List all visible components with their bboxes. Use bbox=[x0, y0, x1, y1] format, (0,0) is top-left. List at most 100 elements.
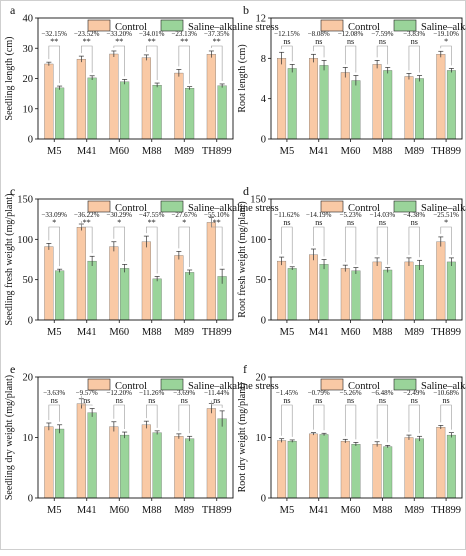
bar-control bbox=[206, 408, 216, 499]
percent-change-label: −30.29% bbox=[106, 211, 132, 219]
significance-bracket bbox=[440, 45, 452, 66]
y-tick-label: 0 bbox=[28, 135, 33, 146]
significance-label: ns bbox=[347, 218, 354, 227]
significance-label: ** bbox=[180, 37, 188, 46]
bar-control bbox=[76, 58, 86, 140]
y-tick-label: 4 bbox=[261, 94, 267, 105]
significance-bracket bbox=[344, 404, 357, 440]
bar-control bbox=[109, 426, 119, 499]
significance-bracket bbox=[376, 45, 389, 65]
percent-change-label: −6.48% bbox=[371, 389, 393, 397]
y-tick-label: 20 bbox=[23, 74, 34, 85]
bar-control bbox=[372, 64, 382, 140]
significance-bracket bbox=[146, 404, 158, 428]
bar-stress bbox=[152, 278, 162, 321]
percent-change-label: −19.10% bbox=[433, 30, 459, 38]
bar-stress bbox=[87, 77, 97, 140]
percent-change-label: −1.45% bbox=[276, 389, 298, 397]
bar-control bbox=[340, 268, 350, 321]
percent-change-label: −5.23% bbox=[340, 211, 362, 219]
bar-control bbox=[206, 222, 216, 321]
x-tick-label: M5 bbox=[280, 505, 295, 516]
y-axis-label: Root length (cm) bbox=[237, 44, 248, 112]
significance-bracket bbox=[440, 226, 452, 255]
x-tick-label: M60 bbox=[341, 146, 361, 157]
percent-change-label: −8.08% bbox=[308, 30, 330, 38]
significance-bracket bbox=[408, 226, 420, 258]
x-tick-label: M88 bbox=[142, 327, 162, 338]
significance-bracket bbox=[81, 45, 93, 73]
x-tick-label: M41 bbox=[77, 327, 97, 338]
significance-bracket bbox=[178, 226, 190, 267]
legend-label-control: Control bbox=[348, 203, 380, 214]
significance-bracket bbox=[313, 45, 325, 58]
bar-stress bbox=[446, 261, 456, 321]
percent-change-label: −12.15% bbox=[274, 30, 300, 38]
x-tick-label: M41 bbox=[309, 146, 329, 157]
bar-stress bbox=[415, 78, 424, 140]
bar-stress bbox=[185, 438, 195, 499]
bar-stress bbox=[87, 412, 97, 499]
y-tick-label: 10 bbox=[23, 104, 34, 115]
x-tick-label: M41 bbox=[309, 505, 329, 516]
bar-control bbox=[436, 54, 446, 140]
y-tick-label: 150 bbox=[17, 195, 33, 206]
significance-label: * bbox=[52, 218, 56, 227]
bar-stress bbox=[319, 65, 329, 140]
significance-bracket bbox=[376, 226, 389, 265]
bar-control bbox=[340, 440, 350, 499]
panel-letter: b bbox=[243, 3, 249, 17]
y-tick-label: 10 bbox=[256, 433, 267, 444]
significance-label: ns bbox=[379, 37, 386, 46]
percent-change-label: −9.57% bbox=[76, 389, 98, 397]
significance-label: ** bbox=[148, 218, 156, 227]
x-tick-label: M88 bbox=[142, 505, 162, 516]
significance-bracket bbox=[211, 45, 223, 81]
significance-label: ns bbox=[116, 396, 123, 405]
x-tick-label: M5 bbox=[280, 146, 295, 157]
bar-control bbox=[436, 241, 446, 321]
legend-label-control: Control bbox=[348, 22, 380, 33]
bar-control bbox=[44, 246, 54, 321]
significance-bracket bbox=[113, 226, 125, 262]
bar-stress bbox=[319, 434, 329, 499]
bar-control bbox=[277, 58, 287, 140]
bar-control bbox=[309, 433, 318, 499]
significance-label: ns bbox=[148, 396, 155, 405]
significance-label: ns bbox=[283, 218, 290, 227]
plot-frame bbox=[270, 17, 463, 140]
x-tick-label: M5 bbox=[47, 146, 62, 157]
bar-stress bbox=[55, 87, 65, 140]
bar-control bbox=[76, 403, 86, 499]
x-tick-label: M5 bbox=[280, 327, 295, 338]
significance-bracket bbox=[408, 45, 420, 73]
percent-change-label: −7.59% bbox=[371, 30, 393, 38]
significance-bracket bbox=[146, 226, 158, 274]
significance-label: ** bbox=[213, 37, 221, 46]
bar-stress bbox=[120, 434, 130, 499]
significance-label: ** bbox=[213, 218, 221, 227]
x-tick-label: M60 bbox=[109, 327, 129, 338]
significance-label: ns bbox=[379, 396, 386, 405]
legend-label-stress: Saline–alkaline stress bbox=[421, 22, 466, 33]
percent-change-label: −14.03% bbox=[370, 211, 396, 219]
significance-label: ** bbox=[50, 37, 58, 46]
bar-control bbox=[44, 63, 54, 140]
x-tick-label: M60 bbox=[109, 146, 129, 157]
x-tick-label: TH899 bbox=[202, 146, 232, 157]
percent-change-label: −14.19% bbox=[306, 211, 332, 219]
percent-change-label: −32.15% bbox=[41, 30, 67, 38]
bar-control bbox=[141, 57, 151, 140]
bar-control bbox=[277, 440, 287, 499]
percent-change-label: −37.35% bbox=[204, 30, 230, 38]
percent-change-label: −34.01% bbox=[139, 30, 165, 38]
bar-stress bbox=[287, 440, 297, 499]
significance-label: ns bbox=[315, 37, 322, 46]
significance-label: ns bbox=[283, 37, 290, 46]
percent-change-label: −3.69% bbox=[173, 389, 195, 397]
significance-label: ns bbox=[83, 396, 90, 405]
y-tick-label: 20 bbox=[23, 373, 34, 384]
